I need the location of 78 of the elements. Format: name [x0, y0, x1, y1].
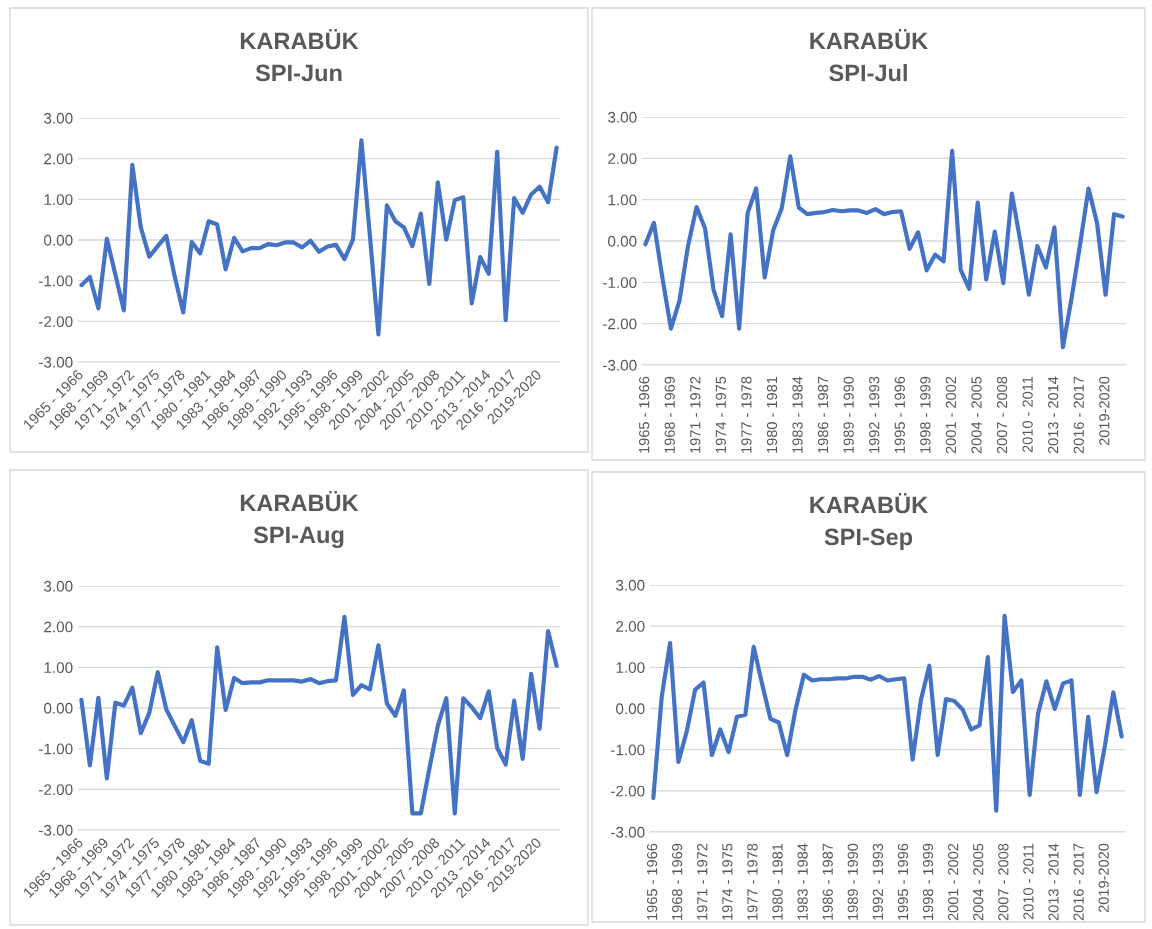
y-tick-label: -2.00	[603, 318, 637, 330]
y-tick-label: -1.00	[39, 275, 73, 287]
x-tick-label: 1998 - 1999	[920, 376, 931, 453]
x-tick-label: 2001 - 2002	[947, 843, 959, 921]
x-tick-label: 1971 - 1972	[697, 843, 708, 920]
x-tick-label: 1968 - 1969	[664, 376, 675, 453]
line-series	[79, 138, 559, 337]
y-tick-label: -2.00	[39, 316, 73, 328]
y-tick-label: -1.00	[603, 277, 637, 289]
chart-subtitle: SPI-Aug	[253, 526, 344, 549]
y-tick-label: 0.00	[616, 703, 645, 715]
y-tick-label: 2.00	[44, 153, 73, 165]
x-tick-label: 1977 - 1978	[741, 376, 752, 453]
y-tick-label: 1.00	[608, 194, 637, 206]
y-tick-label: 0.00	[608, 235, 637, 247]
x-tick-label: 1980 - 1981	[772, 843, 783, 920]
y-tick-label: 2.00	[616, 621, 645, 632]
y-tick-label: -2.00	[611, 785, 645, 797]
chart-title: KARABÜK	[810, 28, 928, 50]
x-tick-label: 1992 - 1993	[869, 376, 880, 453]
x-tick-label: 1983 - 1984	[797, 843, 808, 920]
x-tick-label: 1974 - 1975	[722, 843, 733, 920]
x-tick-label: 1986 - 1987	[817, 376, 829, 453]
y-tick-label: -1.00	[611, 744, 645, 756]
x-tick-label: 1989 - 1990	[847, 843, 858, 920]
x-tick-label: 2019-2020	[1099, 376, 1110, 446]
line-series	[79, 614, 559, 816]
x-tick-label: 1968 - 1969	[672, 843, 683, 920]
x-tick-label: 1998 - 1999	[922, 843, 934, 920]
x-tick-label: 1965 - 1966	[639, 376, 650, 453]
x-tick-label: 2007 - 2008	[998, 843, 1009, 921]
y-tick-label: 0.00	[44, 702, 73, 714]
x-tick-label: 2019-2020	[1098, 843, 1109, 913]
x-tick-label: 2013 - 2014	[1048, 843, 1059, 921]
x-tick-label: 2013 - 2014	[1048, 376, 1059, 454]
y-tick-label: 3.00	[43, 580, 73, 592]
chart-title: KARABÜK	[240, 28, 359, 50]
x-tick-label: 1971 - 1972	[690, 376, 701, 453]
y-tick-label: 1.00	[616, 662, 645, 674]
x-tick-label: 1995 - 1996	[897, 843, 909, 920]
y-tick-label: -2.00	[39, 784, 73, 796]
y-tick-label: 3.00	[607, 111, 637, 123]
x-tick-label: 2016 - 2017	[1073, 843, 1084, 921]
x-tick-label: 1992 - 1993	[872, 843, 884, 920]
y-tick-label: -3.00	[39, 356, 73, 368]
x-tick-label: 1983 - 1984	[792, 376, 803, 453]
x-tick-label: 1977 - 1978	[747, 843, 758, 920]
chart-subtitle: SPI-Jun	[255, 64, 342, 82]
y-tick-label: 2.00	[44, 621, 73, 633]
x-tick-label: 1989 - 1990	[843, 376, 854, 453]
chart-title: KARABÜK	[810, 492, 928, 514]
x-tick-label: 2016 - 2017	[1073, 376, 1084, 454]
x-tick-label: 2007 - 2008	[996, 376, 1008, 454]
y-tick-label: 3.00	[615, 579, 645, 591]
x-tick-label: 2010 - 2011	[1023, 843, 1034, 920]
chart-subtitle: SPI-Sep	[824, 528, 913, 551]
x-tick-label: 1995 - 1996	[894, 376, 905, 453]
chart-subtitle: SPI-Jul	[829, 64, 907, 82]
y-tick-label: -3.00	[611, 826, 645, 838]
line-series	[651, 613, 1124, 813]
y-tick-label: 1.00	[44, 662, 73, 674]
x-tick-label: 1965 - 1966	[646, 843, 658, 920]
x-tick-label: 1986 - 1987	[822, 843, 833, 920]
line-series	[643, 148, 1125, 350]
x-tick-label: 1980 - 1981	[766, 376, 778, 453]
x-tick-label: 2001 - 2002	[945, 376, 957, 454]
y-tick-label: 3.00	[43, 112, 73, 124]
x-tick-label: 2004 - 2005	[973, 843, 984, 921]
x-tick-label: 2010 - 2011	[1022, 376, 1033, 453]
y-tick-label: -3.00	[603, 359, 637, 371]
y-tick-label: -1.00	[39, 743, 73, 755]
chart-title: KARABÜK	[240, 490, 359, 512]
x-tick-label: 1974 - 1975	[715, 376, 727, 453]
y-tick-label: 2.00	[608, 153, 637, 165]
y-tick-label: 0.00	[44, 234, 73, 246]
y-tick-label: -3.00	[39, 824, 73, 836]
x-tick-label: 2004 - 2005	[971, 376, 982, 454]
y-tick-label: 1.00	[44, 194, 73, 206]
